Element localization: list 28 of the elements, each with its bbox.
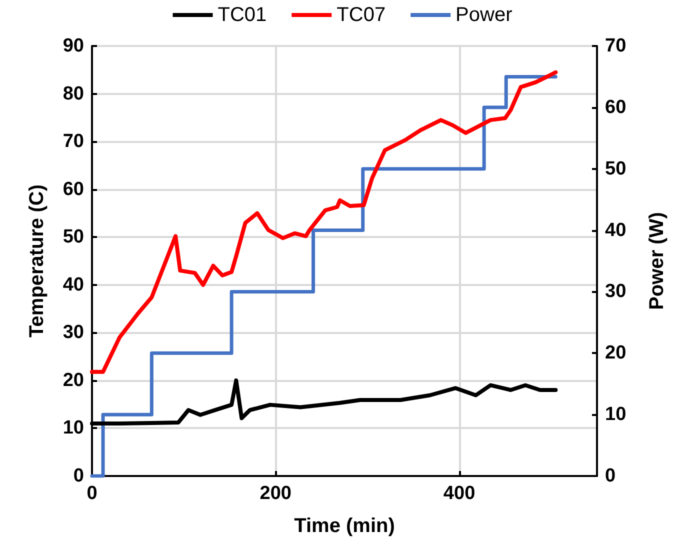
y2-tick-label: 70: [605, 36, 626, 56]
y2-tick-label: 0: [605, 466, 616, 486]
y-tick-label: 70: [62, 131, 84, 152]
line-series: [90, 70, 558, 374]
y2-axis-title: Power (W): [646, 212, 668, 310]
y-tick-label: 20: [62, 370, 84, 391]
legend-label: TC07: [336, 4, 386, 26]
y-tick-label: 30: [62, 322, 84, 344]
x-axis-title: Time (min): [294, 515, 395, 537]
x-tick-label: 400: [443, 483, 476, 504]
y-tick-label: 90: [62, 36, 84, 56]
legend-label: TC01: [218, 4, 267, 26]
y-tick-label: 10: [62, 418, 84, 439]
y2-tick-label: 30: [605, 281, 626, 302]
y2-tick-label: 60: [605, 96, 626, 118]
x-tick-label: 200: [260, 483, 292, 504]
y-tick-label: 80: [62, 83, 84, 104]
y-tick-label: 40: [62, 274, 84, 296]
y2-tick-label: 40: [605, 220, 626, 241]
y-tick-label: 0: [73, 466, 84, 486]
y2-tick-label: 50: [605, 158, 626, 180]
y2-tick-label: 20: [605, 342, 626, 364]
y-tick-label: 60: [62, 178, 84, 200]
y2-tick-label: 10: [605, 404, 626, 426]
y-axis-title: Temperature (C): [26, 184, 48, 338]
y-tick-label: 50: [62, 226, 84, 248]
legend-label: Power: [456, 4, 513, 26]
x-tick-label: 0: [86, 483, 98, 504]
